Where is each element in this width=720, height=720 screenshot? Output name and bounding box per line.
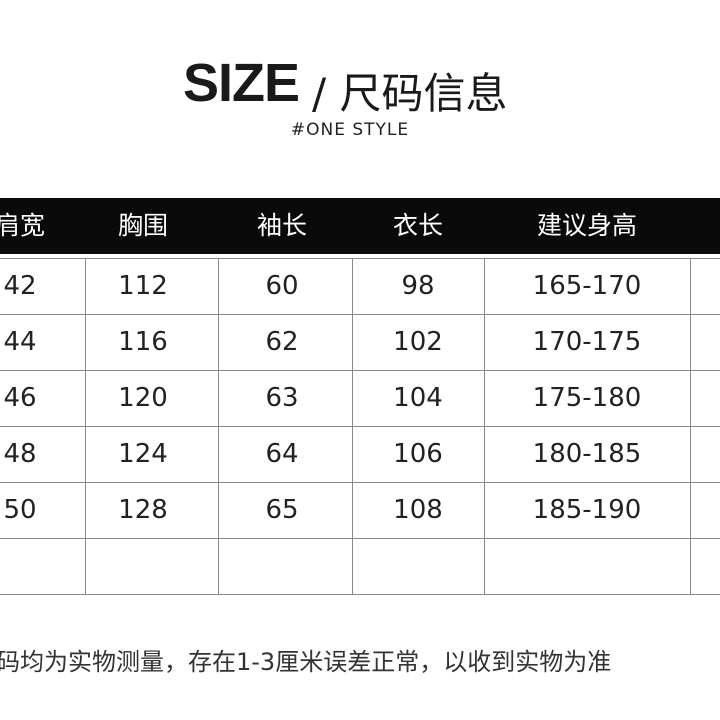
grid-line bbox=[0, 314, 720, 315]
title: SIZE bbox=[183, 53, 300, 113]
grid-line bbox=[218, 258, 219, 594]
subtitle: #ONE STYLE bbox=[290, 120, 410, 140]
note: 码均为实物测量，存在1-3厘米误差正常，以收到实物为准 bbox=[0, 648, 612, 676]
grid-line bbox=[85, 258, 86, 594]
grid-line bbox=[0, 594, 720, 595]
table-cell: 64 bbox=[265, 439, 299, 469]
table-cell: 65 bbox=[265, 495, 299, 525]
table-cell: 175-180 bbox=[532, 383, 642, 413]
table-cell: 104 bbox=[393, 383, 443, 413]
table-cell: 63 bbox=[265, 383, 299, 413]
table-cell: 50 bbox=[3, 495, 37, 525]
table-cell: 62 bbox=[265, 327, 299, 357]
table-cell: 98 bbox=[401, 271, 435, 301]
table-cell: 44 bbox=[3, 327, 37, 357]
column-header: 胸围 bbox=[117, 211, 168, 240]
table-cell: 170-175 bbox=[532, 327, 642, 357]
table-cell: 165-170 bbox=[532, 271, 642, 301]
table-cell: 180-185 bbox=[532, 439, 642, 469]
title-cn: / 尺码信息 bbox=[312, 69, 508, 118]
table-cell: 46 bbox=[3, 383, 37, 413]
table-header-bar bbox=[0, 198, 720, 254]
grid-line bbox=[352, 258, 353, 594]
table-cell: 60 bbox=[265, 271, 299, 301]
table-cell: 185-190 bbox=[532, 495, 642, 525]
table-cell: 124 bbox=[118, 439, 168, 469]
grid-line bbox=[690, 258, 691, 594]
column-header: 袖长 bbox=[256, 211, 307, 240]
table-cell: 102 bbox=[393, 327, 443, 357]
table-cell: 108 bbox=[393, 495, 443, 525]
table-cell: 128 bbox=[118, 495, 168, 525]
table-cell: 120 bbox=[118, 383, 168, 413]
grid-line bbox=[0, 538, 720, 539]
column-header: 肩宽 bbox=[0, 211, 45, 240]
grid-line bbox=[0, 426, 720, 427]
grid-line bbox=[0, 258, 720, 259]
grid-line bbox=[0, 482, 720, 483]
column-header: 衣长 bbox=[392, 211, 443, 240]
table-cell: 116 bbox=[118, 327, 168, 357]
grid-line bbox=[484, 258, 485, 594]
table-cell: 48 bbox=[3, 439, 37, 469]
table-cell: 42 bbox=[3, 271, 37, 301]
column-header: 建议身高 bbox=[536, 211, 637, 240]
grid-line bbox=[0, 370, 720, 371]
table-cell: 106 bbox=[393, 439, 443, 469]
table-cell: 112 bbox=[118, 271, 168, 301]
